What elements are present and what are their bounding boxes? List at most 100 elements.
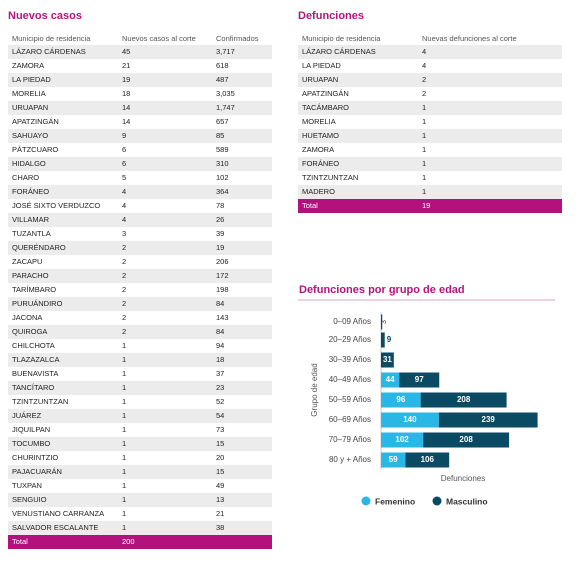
table-cell: 1 bbox=[122, 397, 127, 406]
table-cell: TUXPAN bbox=[12, 481, 42, 490]
table-cell: 1 bbox=[122, 467, 127, 476]
table-cell: 21 bbox=[122, 61, 131, 70]
table-cell: 49 bbox=[216, 481, 225, 490]
table-cell: 2 bbox=[422, 89, 427, 98]
table-row: LÁZARO CÁRDENAS 45 3,717 bbox=[8, 45, 272, 59]
table-row: BUENAVISTA 1 37 bbox=[8, 367, 272, 381]
chart-title: Defunciones por grupo de edad bbox=[299, 284, 465, 296]
legend-label: Masculino bbox=[446, 496, 488, 506]
table-cell: 589 bbox=[216, 145, 229, 154]
table-cell: 3,035 bbox=[216, 89, 235, 98]
y-tick-label: 20–29 Años bbox=[329, 335, 371, 344]
table-row: HUETAMO 1 bbox=[298, 129, 562, 143]
table-cell: 94 bbox=[216, 341, 225, 350]
table-row: QUIROGA 2 84 bbox=[8, 325, 272, 339]
bar-segment bbox=[381, 314, 383, 330]
table-cell: PARACHO bbox=[12, 271, 49, 280]
bar-segment bbox=[381, 412, 439, 428]
table-cell: 2 bbox=[122, 327, 127, 336]
table-cell: 38 bbox=[216, 523, 225, 532]
table-cell: 26 bbox=[216, 215, 225, 224]
legend-swatch bbox=[432, 496, 442, 506]
table-cell: TARÍMBARO bbox=[12, 285, 57, 294]
table-cell: VILLAMAR bbox=[12, 215, 50, 224]
table-row: SENGUIO 1 13 bbox=[8, 493, 272, 507]
table-cell: TZINTZUNTZAN bbox=[302, 173, 359, 182]
table-cell: VENUSTIANO CARRANZA bbox=[12, 509, 105, 518]
table-cell: PURUÁNDIRO bbox=[12, 299, 63, 308]
y-tick-label: 40–49 Años bbox=[329, 375, 371, 384]
bar-segment bbox=[381, 432, 424, 448]
data-label: 140 bbox=[403, 415, 417, 424]
table-row: SALVADOR ESCALANTE 1 38 bbox=[8, 521, 272, 535]
table-cell: 52 bbox=[216, 397, 225, 406]
table-cell: TACÁMBARO bbox=[302, 103, 349, 112]
table-cell: 1 bbox=[422, 103, 427, 112]
table-cell: 18 bbox=[216, 355, 225, 364]
bar-segment bbox=[423, 432, 510, 448]
y-tick-label: 30–39 Años bbox=[329, 355, 371, 364]
table-cell: 1 bbox=[122, 439, 127, 448]
table-cell: SAHUAYO bbox=[12, 131, 49, 140]
table-cell: 4 bbox=[422, 47, 427, 56]
table-row: APATZINGÁN 2 bbox=[298, 87, 562, 101]
table-row: HIDALGO 6 310 bbox=[8, 157, 272, 171]
table-row: URUAPAN 14 1,747 bbox=[8, 101, 272, 115]
table-cell: LÁZARO CÁRDENAS bbox=[12, 47, 86, 56]
table-cell: 1 bbox=[422, 159, 427, 168]
table-row: MADERO 1 bbox=[298, 185, 562, 199]
table-cell: 13 bbox=[216, 495, 225, 504]
table-cell: 2 bbox=[122, 271, 127, 280]
table-row: JACONA 2 143 bbox=[8, 311, 272, 325]
table-cell: 1 bbox=[122, 481, 127, 490]
table-row: MORELIA 18 3,035 bbox=[8, 87, 272, 101]
table-cell: 4 bbox=[122, 201, 127, 210]
table-cell: PAJACUARÁN bbox=[12, 467, 62, 476]
table-cell: 4 bbox=[122, 215, 127, 224]
table-cell: 4 bbox=[422, 61, 427, 70]
data-label: 59 bbox=[389, 455, 398, 464]
table-cell: JIQUILPAN bbox=[12, 425, 51, 434]
bar-segment bbox=[381, 352, 394, 368]
table-cell: 310 bbox=[216, 159, 229, 168]
total-cell: 19 bbox=[422, 201, 431, 210]
table-cell: CHURINTZIO bbox=[12, 453, 59, 462]
column-header: Confirmados bbox=[216, 34, 259, 43]
bar-segment bbox=[381, 452, 406, 468]
table-row: TARÍMBARO 2 198 bbox=[8, 283, 272, 297]
table-row: PARACHO 2 172 bbox=[8, 269, 272, 283]
table-cell: 73 bbox=[216, 425, 225, 434]
table-row: PÁTZCUARO 6 589 bbox=[8, 143, 272, 157]
table-cell: TOCUMBO bbox=[12, 439, 51, 448]
table-row: VENUSTIANO CARRANZA 1 21 bbox=[8, 507, 272, 521]
table-cell: 1 bbox=[122, 355, 127, 364]
table-cell: 1 bbox=[122, 411, 127, 420]
table-cell: LÁZARO CÁRDENAS bbox=[302, 47, 376, 56]
data-label: 106 bbox=[421, 455, 435, 464]
table-cell: FORÁNEO bbox=[302, 159, 340, 168]
table-cell: 364 bbox=[216, 187, 229, 196]
data-label: 96 bbox=[396, 395, 405, 404]
table-cell: ZACAPU bbox=[12, 257, 43, 266]
table-cell: 3,717 bbox=[216, 47, 235, 56]
column-header: Municipio de residencia bbox=[302, 34, 381, 43]
table-cell: 198 bbox=[216, 285, 229, 294]
table-cell: TLAZAZALCA bbox=[12, 355, 60, 364]
table-row: JOSÉ SIXTO VERDUZCO 4 78 bbox=[8, 199, 272, 213]
table-cell: 1 bbox=[122, 425, 127, 434]
table-cell: JOSÉ SIXTO VERDUZCO bbox=[12, 201, 101, 210]
y-tick-label: 50–59 Años bbox=[329, 395, 371, 404]
table-row: TACÁMBARO 1 bbox=[298, 101, 562, 115]
table-row: VILLAMAR 4 26 bbox=[8, 213, 272, 227]
data-label: 208 bbox=[459, 435, 473, 444]
table-cell: 54 bbox=[216, 411, 225, 420]
data-label: 9 bbox=[387, 335, 392, 344]
table-row: ZAMORA 21 618 bbox=[8, 59, 272, 73]
data-label: 102 bbox=[395, 435, 409, 444]
bar-segment bbox=[438, 412, 538, 428]
table-row: LA PIEDAD 4 bbox=[298, 59, 562, 73]
table-row: TANCÍTARO 1 23 bbox=[8, 381, 272, 395]
table-cell: 1 bbox=[422, 187, 427, 196]
table-cell: 4 bbox=[122, 187, 127, 196]
